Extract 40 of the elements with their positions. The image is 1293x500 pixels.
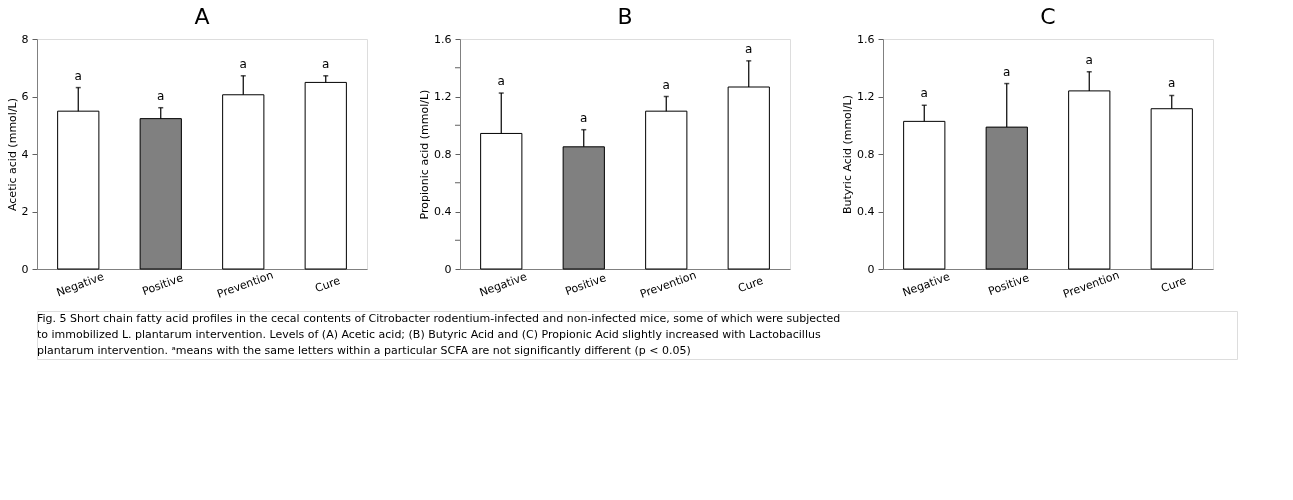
y-axis-title: Butyric Acid (mmol/L): [841, 94, 855, 215]
annotation: a: [745, 41, 753, 56]
y-tick-label: 0.4: [857, 205, 875, 218]
y-tick-label: 0: [21, 262, 29, 276]
annotation: a: [74, 68, 82, 83]
y-tick-label: 8: [21, 32, 29, 46]
y-tick-label: 2: [21, 205, 29, 218]
y-tick-label: 1.6: [434, 32, 452, 46]
annotation: a: [497, 74, 505, 89]
caption: Fig. 5 Short chain fatty acid profiles in the cecal contents of Citrobacter rodentium-infected and non-infected mice, some of which were subjected: [37, 312, 841, 325]
x-tick-label: Cure: [1159, 274, 1189, 296]
y-tick-label: 0.4: [434, 205, 452, 218]
y-axis-title: Acetic acid (mmol/L): [5, 97, 19, 212]
annotation: a: [322, 56, 330, 71]
text: to immobilized L. plantarum intervention. Levels of (A) Acetic acid; (B) Butyric Acid and (C) Propionic Acid slightly increased with Lactobacillus: [37, 328, 821, 341]
bar: [304, 81, 347, 270]
y-tick-label: 0: [867, 262, 875, 276]
chart-title: B: [617, 4, 633, 29]
y-tick-label: 1.6: [857, 32, 875, 46]
annotation: a: [580, 110, 588, 125]
x-tick-label: Cure: [736, 274, 766, 296]
y-tick-label: 0.8: [857, 147, 875, 161]
annotation: a: [1085, 52, 1093, 67]
text: plantarum intervention. ᵃmeans with the same letters within a particular SCFA are not significantly different (p < 0.05): [37, 344, 691, 357]
annotation: a: [239, 56, 247, 71]
x-tick-label: Cure: [313, 274, 343, 296]
annotation: a: [1003, 64, 1011, 79]
chart-title: C: [1040, 4, 1056, 29]
y-tick-label: 4: [21, 147, 29, 161]
annotation: a: [920, 86, 928, 101]
annotation: a: [1168, 76, 1176, 91]
annotation: a: [157, 88, 165, 103]
y-tick-label: 0.8: [434, 147, 452, 161]
y-tick-label: 1.2: [434, 90, 452, 103]
y-tick-label: 6: [21, 90, 29, 103]
annotation: a: [662, 77, 670, 92]
y-tick-label: 1.2: [857, 90, 875, 103]
chart-title: A: [194, 4, 210, 29]
y-axis-title: Propionic acid (mmol/L): [418, 89, 432, 220]
y-tick-label: 0: [444, 262, 452, 276]
